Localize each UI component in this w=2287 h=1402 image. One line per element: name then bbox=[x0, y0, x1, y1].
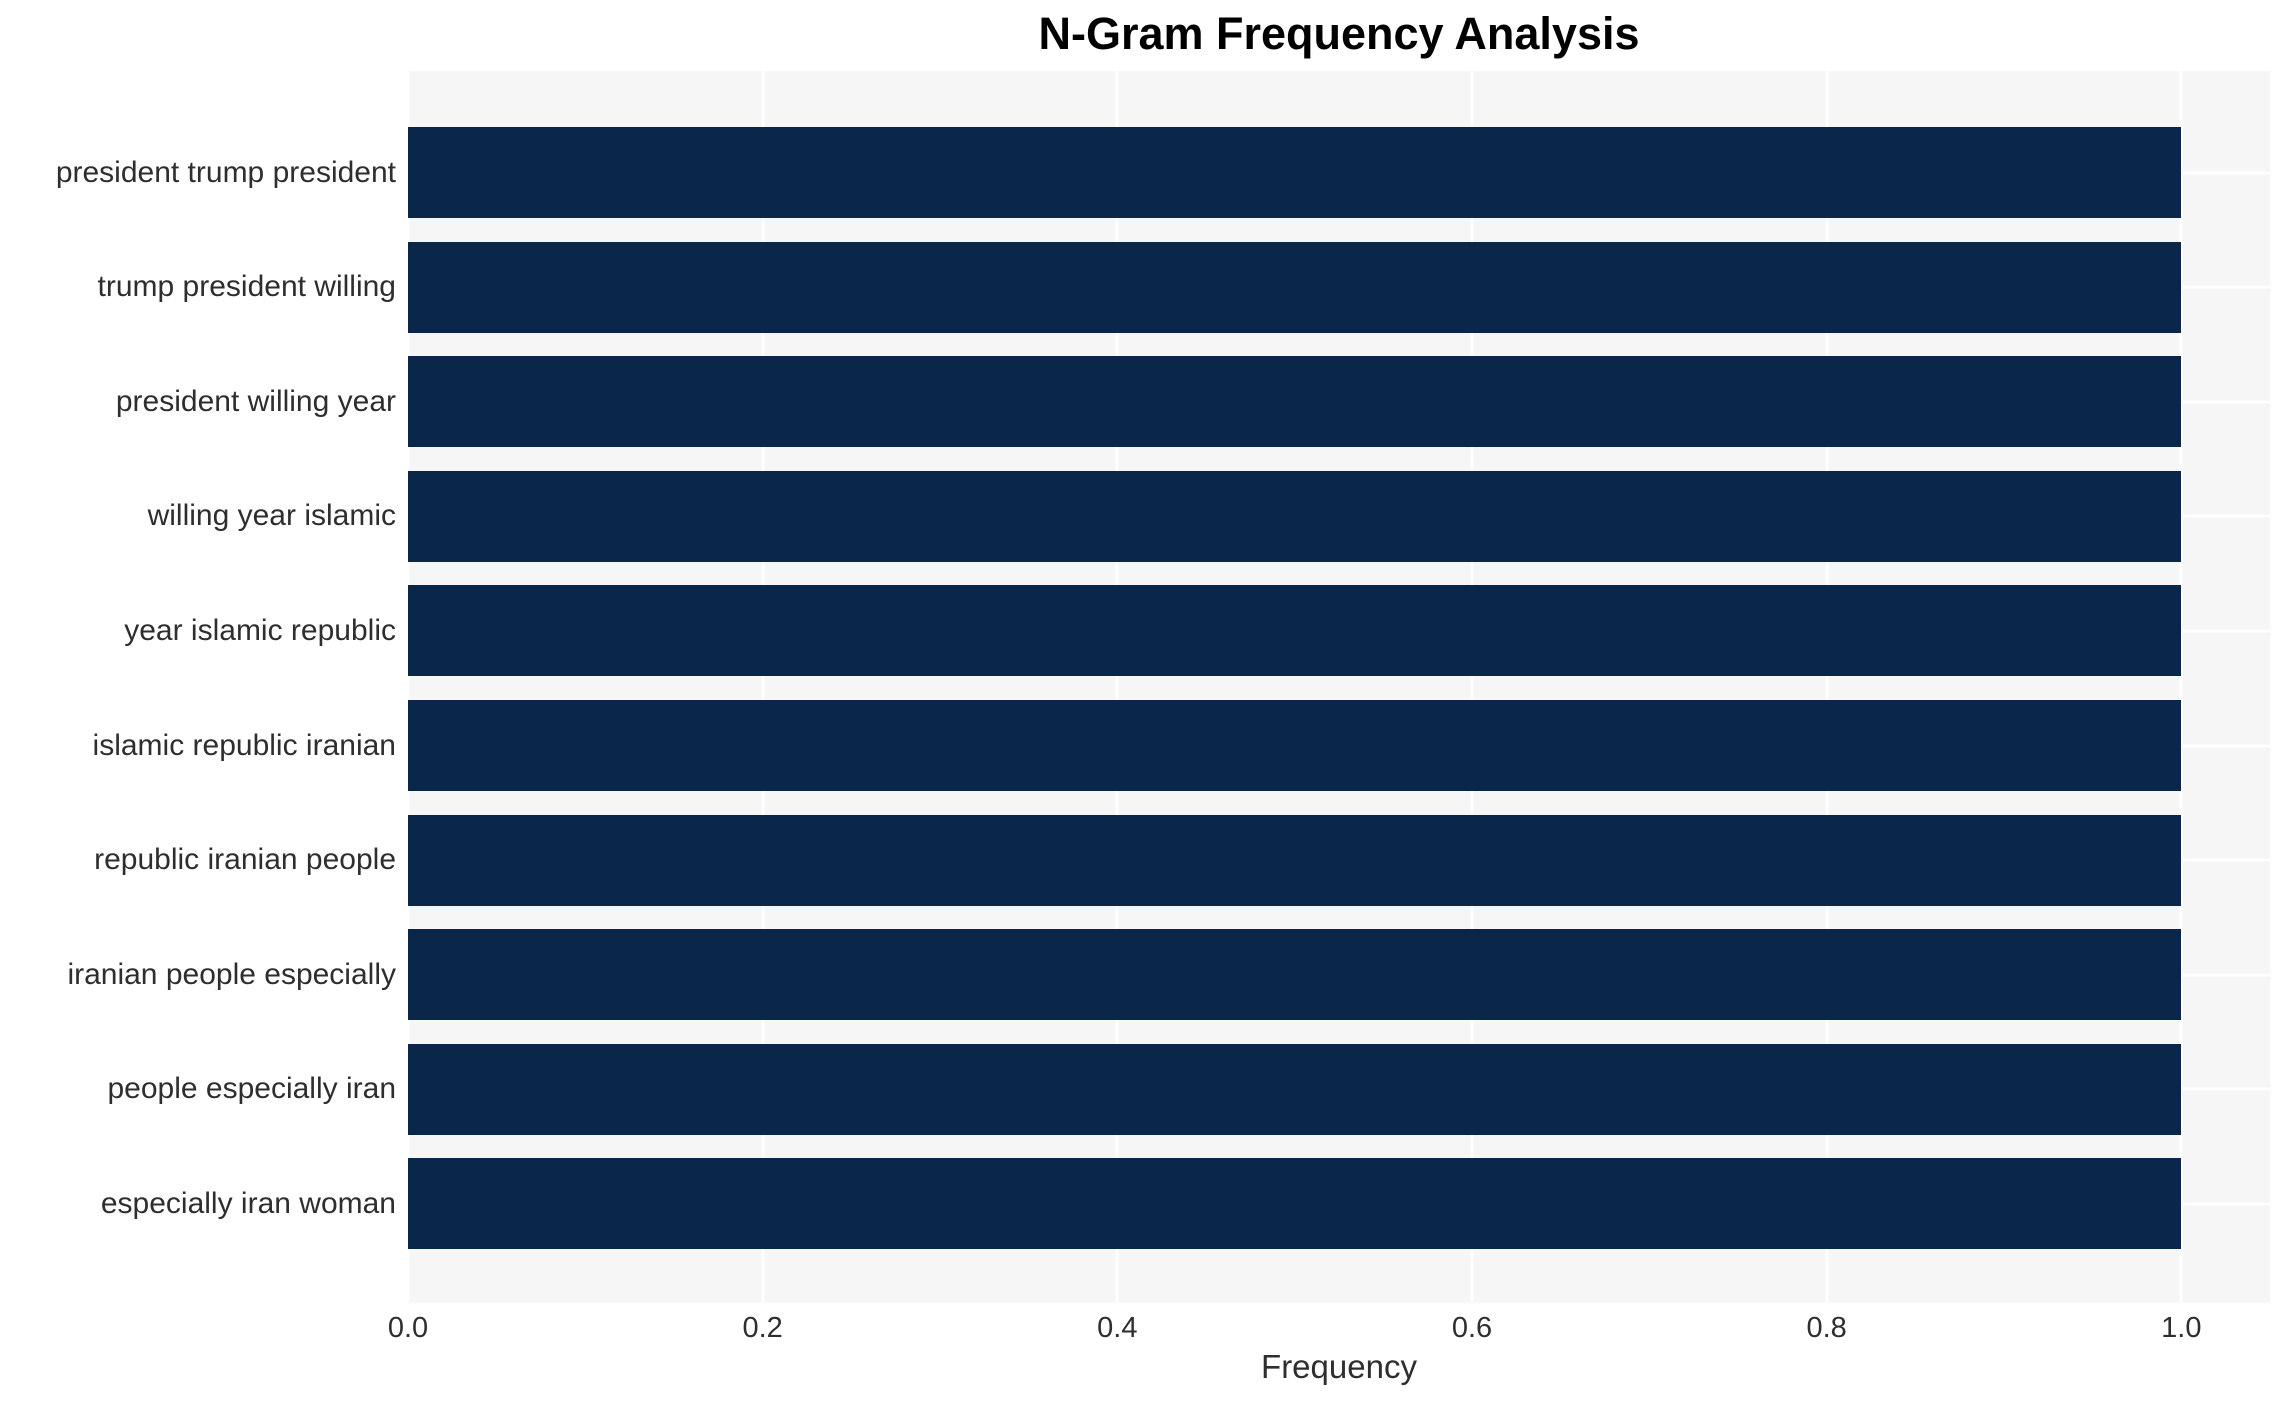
y-tick-label: willing year islamic bbox=[147, 499, 396, 533]
x-tick-label: 0.4 bbox=[1097, 1312, 1138, 1344]
x-tick-label: 1.0 bbox=[2161, 1312, 2202, 1344]
chart-title: N-Gram Frequency Analysis bbox=[1038, 8, 1640, 59]
x-gridline bbox=[1825, 71, 1829, 1303]
y-tick-label: year islamic republic bbox=[124, 613, 396, 647]
y-tick-label: republic iranian people bbox=[94, 843, 396, 877]
y-tick-label: islamic republic iranian bbox=[92, 728, 396, 762]
bar bbox=[408, 1043, 2182, 1135]
bar bbox=[408, 470, 2182, 562]
x-gridline bbox=[1115, 71, 1119, 1303]
bar bbox=[408, 814, 2182, 906]
bar bbox=[408, 356, 2182, 448]
plot-area bbox=[408, 71, 2270, 1303]
bar bbox=[408, 929, 2182, 1021]
bar bbox=[408, 127, 2182, 218]
x-tick-label: 0.2 bbox=[742, 1312, 783, 1344]
x-gridline bbox=[408, 71, 410, 1303]
bar bbox=[408, 700, 2182, 791]
x-tick-label: 0.0 bbox=[387, 1312, 429, 1344]
bar bbox=[408, 585, 2182, 677]
bar bbox=[408, 1158, 2182, 1250]
x-gridline bbox=[761, 71, 765, 1303]
y-tick-label: president willing year bbox=[115, 384, 396, 418]
x-tick-label: 0.6 bbox=[1451, 1312, 1493, 1344]
y-tick-label: people especially iran bbox=[107, 1072, 396, 1106]
y-tick-label: trump president willing bbox=[97, 270, 396, 304]
x-tick-label: 0.8 bbox=[1806, 1312, 1847, 1344]
x-gridline bbox=[1470, 71, 1474, 1303]
y-tick-label: iranian people especially bbox=[67, 957, 396, 991]
bar bbox=[408, 241, 2182, 333]
x-axis-title: Frequency bbox=[1261, 1348, 1417, 1385]
y-tick-label: president trump president bbox=[55, 155, 396, 189]
x-gridline bbox=[2179, 71, 2183, 1303]
y-tick-label: especially iran woman bbox=[100, 1186, 396, 1220]
